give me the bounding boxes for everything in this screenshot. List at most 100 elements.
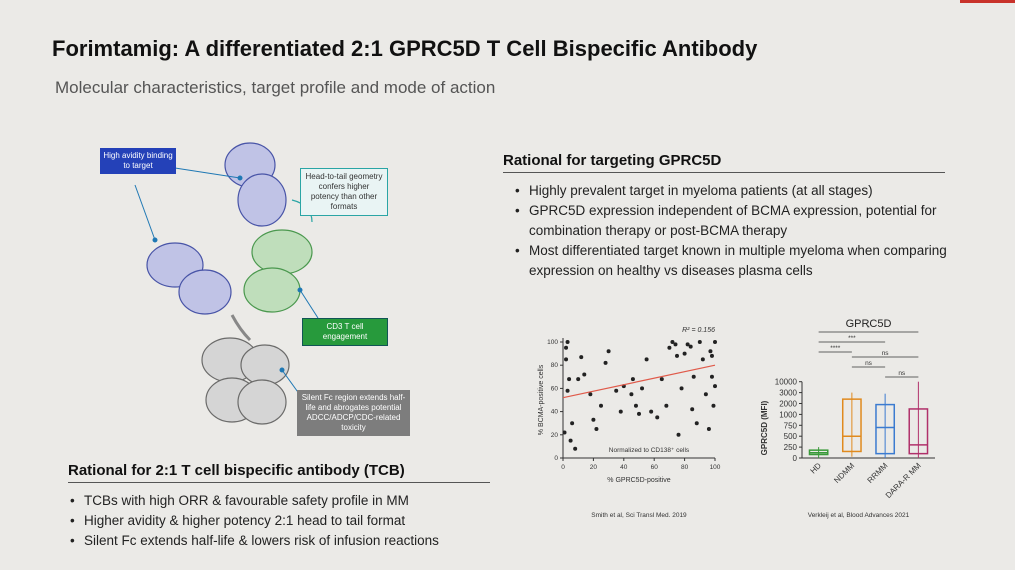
- y-tick-label: 0: [793, 454, 798, 463]
- significance: ns: [865, 360, 873, 367]
- point: [640, 386, 645, 391]
- chart-title: GPRC5D: [846, 318, 892, 330]
- y-tick-label: 100: [547, 339, 558, 346]
- point: [565, 388, 570, 393]
- point: [573, 446, 578, 451]
- bullet-list: TCBs with high ORR & favourable safety p…: [68, 491, 490, 551]
- point: [614, 388, 619, 393]
- point: [655, 415, 660, 420]
- y-tick-label: 500: [784, 432, 798, 441]
- point: [591, 417, 596, 422]
- x-tick-label: NDMM: [832, 461, 856, 485]
- y-tick-label: 40: [551, 409, 559, 416]
- y-tick-label: 1000: [779, 410, 797, 419]
- y-tick-label: 80: [551, 362, 559, 369]
- x-tick-label: 80: [681, 464, 689, 471]
- point: [570, 421, 575, 426]
- significance: ***: [848, 335, 856, 342]
- point: [633, 403, 638, 408]
- box: [875, 403, 896, 455]
- point: [673, 342, 678, 347]
- point: [700, 357, 705, 362]
- tcb-section: Rational for 2:1 T cell bispecific antib…: [68, 462, 490, 551]
- annotation: Normalized to CD138⁺ cells: [609, 447, 690, 454]
- point: [579, 355, 584, 360]
- section-heading: Rational for targeting GPRC5D: [503, 152, 945, 173]
- point: [676, 432, 681, 437]
- accent-bar: [960, 0, 1015, 3]
- point: [582, 372, 587, 377]
- point: [659, 377, 664, 382]
- point: [685, 342, 690, 347]
- point: [629, 392, 634, 397]
- callout: Silent Fc region extends half-life and a…: [297, 390, 410, 436]
- point: [709, 374, 714, 379]
- trendline: [562, 364, 716, 399]
- bullet: Most differentiated target known in mult…: [515, 241, 949, 281]
- y-tick-label: 250: [784, 443, 798, 452]
- significance: *: [867, 325, 870, 332]
- point: [649, 409, 654, 414]
- point: [599, 403, 603, 408]
- box: [841, 398, 862, 453]
- point: [603, 360, 608, 365]
- point: [667, 345, 672, 350]
- source: Smith et al, Sci Transl Med. 2019: [591, 512, 687, 519]
- point: [594, 427, 599, 431]
- point: [637, 411, 641, 416]
- annotation: R² = 0.156: [682, 327, 715, 334]
- point: [670, 340, 675, 344]
- source: Verkleij et al, Blood Advances 2021: [808, 512, 910, 519]
- point: [567, 377, 572, 382]
- point: [675, 353, 679, 358]
- point: [697, 340, 702, 344]
- y-axis-label: GPRC5D (MFI): [760, 400, 769, 455]
- y-tick-label: 2000: [779, 400, 797, 409]
- box: [908, 408, 929, 455]
- subtitle: Molecular characteristics, target profil…: [55, 78, 496, 97]
- significance: ns: [898, 370, 906, 377]
- point: [706, 427, 711, 431]
- point: [711, 403, 716, 408]
- bullet: GPRC5D expression independent of BCMA ex…: [515, 201, 949, 241]
- callout: CD3 T cell engagement: [302, 318, 388, 346]
- point: [694, 421, 699, 426]
- x-tick-label: RRMM: [866, 461, 890, 485]
- point: [565, 340, 570, 344]
- y-tick-label: 3000: [779, 389, 797, 398]
- y-tick-label: 60: [551, 385, 559, 392]
- point: [564, 357, 569, 362]
- callout: High avidity binding to target: [100, 148, 176, 174]
- point: [690, 407, 695, 412]
- point: [688, 344, 693, 349]
- x-tick-label: 60: [651, 464, 659, 471]
- x-tick-label: 20: [590, 464, 598, 471]
- x-axis-label: % GPRC5D-positive: [607, 477, 671, 484]
- y-tick-label: 750: [784, 421, 798, 430]
- bullet: Highly prevalent target in myeloma patie…: [515, 181, 949, 201]
- x-tick-label: 0: [561, 464, 565, 471]
- point: [644, 357, 649, 362]
- title: Forimtamig: A differentiated 2:1 GPRC5D …: [52, 36, 758, 61]
- point: [562, 430, 567, 435]
- y-tick-label: 20: [551, 432, 559, 439]
- point: [703, 392, 708, 397]
- x-tick-label: 100: [710, 464, 721, 471]
- callout: Head-to-tail geometry confers higher pot…: [300, 168, 388, 216]
- x-tick-label: HD: [808, 461, 823, 476]
- point: [606, 349, 611, 354]
- point: [691, 374, 696, 379]
- y-axis-label: % BCMA-positive cells: [538, 364, 545, 435]
- point: [664, 403, 669, 408]
- point: [588, 392, 593, 397]
- x-tick-label: 40: [620, 464, 628, 471]
- point: [576, 377, 581, 382]
- bullet: TCBs with high ORR & favourable safety p…: [70, 491, 490, 511]
- significance: ****: [830, 345, 841, 352]
- point: [713, 340, 717, 344]
- point: [630, 377, 635, 382]
- y-tick-label: 0: [554, 455, 558, 462]
- point: [682, 351, 687, 356]
